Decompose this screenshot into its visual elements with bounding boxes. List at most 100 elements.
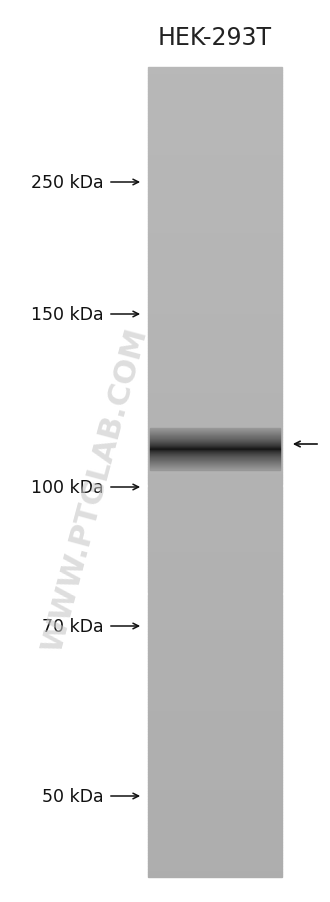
Bar <box>148 297 282 299</box>
Bar <box>148 402 282 405</box>
Bar <box>148 289 282 291</box>
Bar <box>148 89 282 92</box>
Bar <box>148 748 282 750</box>
Bar <box>148 416 282 419</box>
Bar <box>148 262 282 265</box>
Bar <box>148 419 282 421</box>
Bar <box>148 675 282 677</box>
Text: 150 kDa: 150 kDa <box>31 306 104 324</box>
Bar <box>148 162 282 165</box>
Bar <box>148 729 282 732</box>
Bar <box>148 378 282 381</box>
Bar <box>148 462 282 465</box>
Bar <box>148 607 282 610</box>
Bar <box>148 335 282 337</box>
Bar <box>148 631 282 634</box>
Bar <box>148 707 282 710</box>
Bar <box>148 318 282 321</box>
Bar <box>148 591 282 594</box>
Bar <box>148 321 282 324</box>
Bar <box>148 540 282 543</box>
Bar <box>148 170 282 173</box>
Bar <box>148 400 282 402</box>
Bar <box>148 759 282 761</box>
Bar <box>148 842 282 844</box>
Bar <box>148 524 282 527</box>
Bar <box>148 291 282 294</box>
Bar <box>148 839 282 842</box>
Bar <box>148 200 282 203</box>
Bar <box>148 70 282 73</box>
Bar <box>148 459 282 462</box>
Bar <box>148 467 282 470</box>
Bar <box>148 421 282 424</box>
Bar <box>148 286 282 289</box>
Bar <box>148 168 282 170</box>
Bar <box>148 337 282 340</box>
Bar <box>148 235 282 238</box>
Bar <box>148 268 282 271</box>
Bar <box>148 141 282 143</box>
Bar <box>148 516 282 519</box>
Bar <box>148 594 282 596</box>
Bar <box>148 475 282 478</box>
Bar <box>148 241 282 244</box>
Bar <box>148 618 282 621</box>
Bar <box>148 214 282 216</box>
Bar <box>148 519 282 521</box>
Bar <box>148 623 282 626</box>
Bar <box>148 294 282 297</box>
Bar <box>148 858 282 861</box>
Bar <box>148 494 282 497</box>
Bar <box>148 786 282 788</box>
Bar <box>148 106 282 108</box>
Bar <box>148 656 282 658</box>
Bar <box>148 456 282 459</box>
Bar <box>148 424 282 427</box>
Bar <box>148 538 282 540</box>
Bar <box>148 246 282 249</box>
Bar <box>148 794 282 796</box>
Bar <box>148 650 282 653</box>
Bar <box>148 564 282 566</box>
Bar <box>148 761 282 764</box>
Bar <box>148 869 282 871</box>
Bar <box>148 824 282 826</box>
Bar <box>148 831 282 833</box>
Bar <box>148 81 282 84</box>
Bar <box>148 691 282 694</box>
Bar <box>148 122 282 124</box>
Bar <box>148 343 282 345</box>
Bar <box>148 448 282 451</box>
Bar <box>148 478 282 481</box>
Bar <box>148 861 282 863</box>
Bar <box>148 863 282 866</box>
Bar <box>148 855 282 858</box>
Bar <box>148 427 282 429</box>
Bar <box>148 408 282 410</box>
Bar <box>148 740 282 742</box>
Bar <box>148 238 282 241</box>
Bar <box>148 575 282 577</box>
Bar <box>148 577 282 580</box>
Bar <box>148 615 282 618</box>
Bar <box>148 588 282 591</box>
Bar <box>148 435 282 437</box>
Bar <box>148 133 282 135</box>
Bar <box>148 354 282 356</box>
Bar <box>148 84 282 87</box>
Bar <box>148 179 282 181</box>
Bar <box>148 176 282 179</box>
Bar <box>148 340 282 343</box>
Bar <box>148 696 282 699</box>
Bar <box>148 753 282 756</box>
Bar <box>148 486 282 489</box>
Text: 70 kDa: 70 kDa <box>42 617 104 635</box>
Bar <box>148 699 282 702</box>
Bar <box>148 332 282 335</box>
Bar <box>148 429 282 432</box>
Bar <box>148 648 282 650</box>
Bar <box>148 836 282 839</box>
Bar <box>148 778 282 780</box>
Bar <box>148 715 282 718</box>
